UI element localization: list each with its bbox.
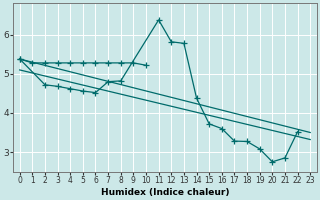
X-axis label: Humidex (Indice chaleur): Humidex (Indice chaleur) (101, 188, 229, 197)
